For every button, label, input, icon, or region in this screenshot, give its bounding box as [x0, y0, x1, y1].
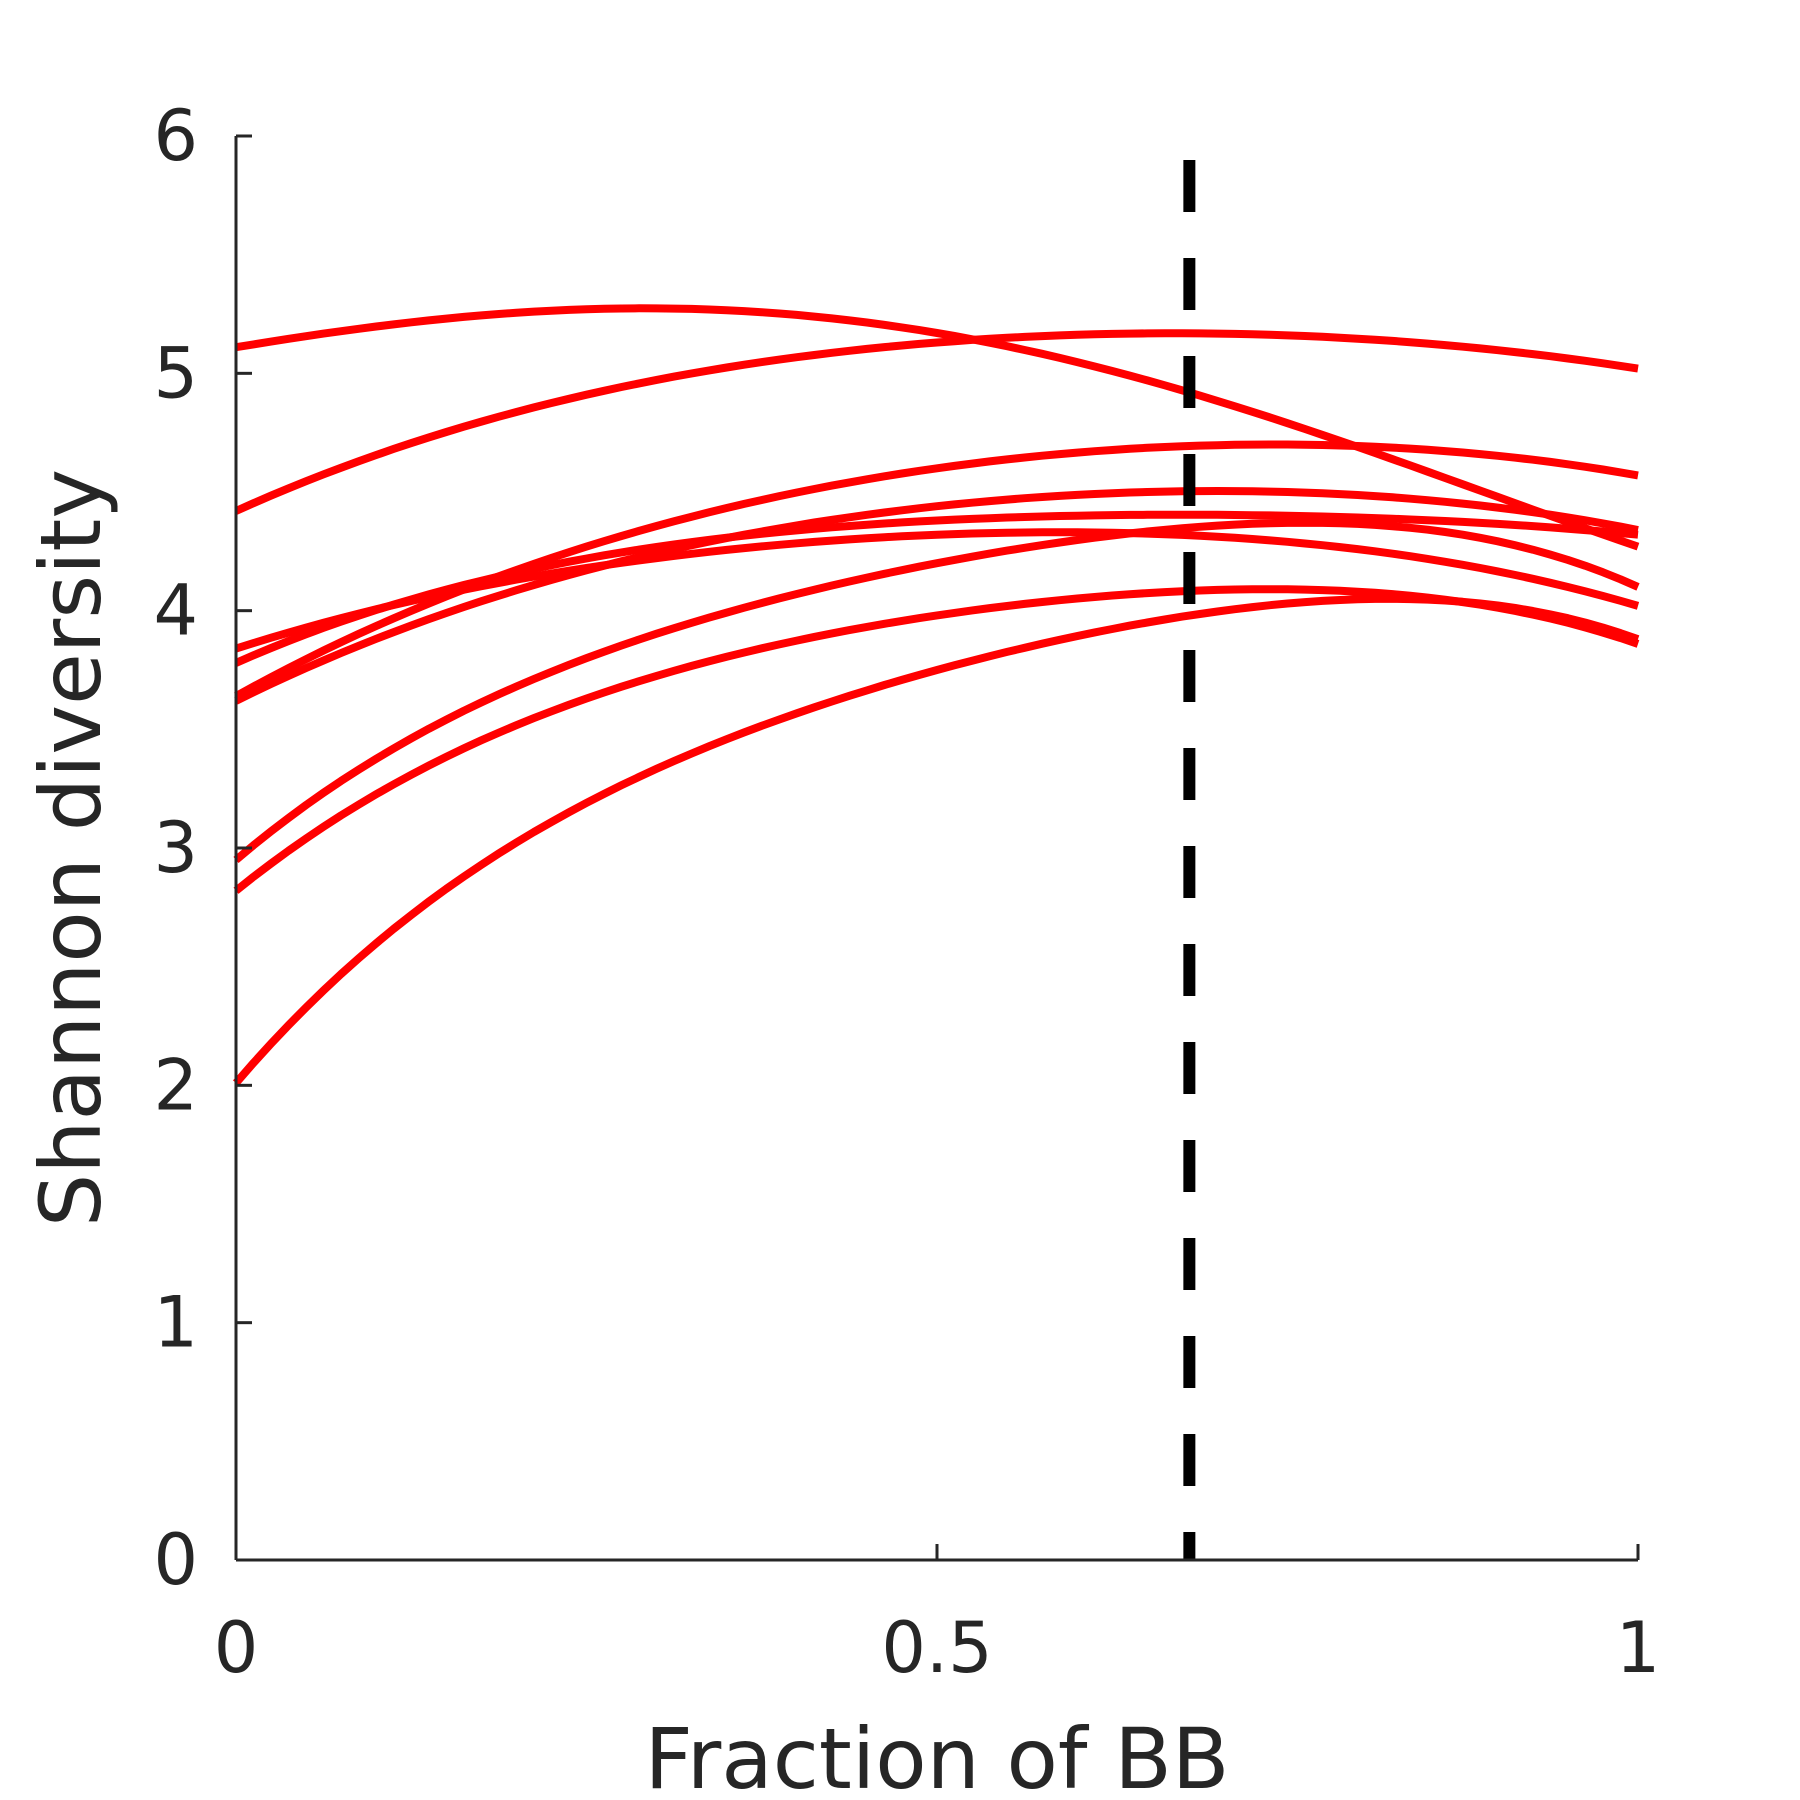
series-line-1 — [235, 304, 1640, 551]
y-tick-label: 0 — [153, 1519, 198, 1601]
x-axis-title: Fraction of BB — [645, 1710, 1230, 1800]
series-line-5 — [234, 510, 1639, 667]
series-line-2 — [234, 329, 1639, 515]
series-layer — [232, 304, 1640, 1086]
series-line-3 — [234, 440, 1639, 700]
y-tick-label: 1 — [153, 1282, 198, 1364]
x-tick-label: 0.5 — [881, 1607, 992, 1689]
series-line-6 — [234, 528, 1640, 653]
y-tick-label: 3 — [153, 807, 198, 889]
series-line-9 — [232, 594, 1640, 1086]
y-tick-label: 4 — [153, 570, 198, 652]
y-tick-label: 5 — [153, 332, 198, 414]
series-line-8 — [233, 585, 1640, 894]
axes — [234, 136, 1638, 1562]
series-line-4 — [234, 487, 1639, 705]
y-tick-label: 2 — [153, 1044, 198, 1126]
y-axis-title: Shannon diversity — [22, 469, 120, 1227]
x-tick-label: 0 — [214, 1607, 259, 1689]
ticks: 0 1 2 3 4 5 6 0 0.5 1 — [153, 95, 1660, 1689]
y-tick-label: 6 — [153, 95, 198, 177]
x-tick-label: 1 — [1616, 1607, 1661, 1689]
series-line-7 — [233, 518, 1640, 863]
